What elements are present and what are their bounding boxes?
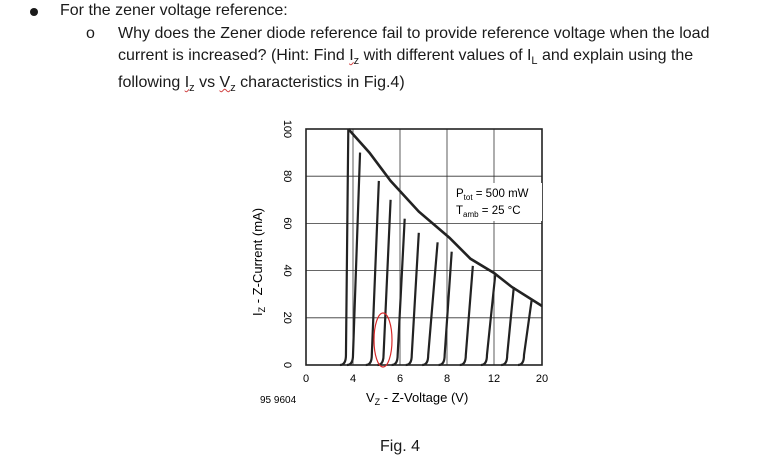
figure-caption: Fig. 4 bbox=[380, 438, 421, 455]
zener-curve bbox=[377, 199, 392, 367]
y-tick-label: 100 bbox=[281, 120, 293, 138]
zener-curve bbox=[517, 298, 533, 367]
question-text: Why does the Zener diode reference fail … bbox=[118, 23, 758, 99]
zener-curve bbox=[480, 275, 497, 367]
y-axis-label: IZ - Z-Current (mA) bbox=[250, 208, 267, 316]
zener-curve bbox=[405, 232, 420, 367]
y-tick-label: 20 bbox=[281, 312, 293, 324]
y-tick-label: 60 bbox=[281, 217, 293, 229]
zener-curve bbox=[391, 218, 406, 367]
zener-curve bbox=[459, 265, 474, 367]
x-axis-label: VZ - Z-Voltage (V) bbox=[366, 390, 468, 407]
zener-curve bbox=[501, 287, 515, 367]
question-part4: vs bbox=[194, 74, 220, 92]
question-heading: For the zener voltage reference: bbox=[60, 2, 288, 19]
sub-bullet-marker: o bbox=[86, 25, 95, 42]
zener-curve bbox=[422, 242, 439, 367]
x-tick-labels: 0 4 6 8 12 20 bbox=[303, 373, 548, 385]
zener-curves bbox=[339, 128, 533, 367]
question-part2: with different values of I bbox=[359, 47, 532, 64]
y-tick-label: 0 bbox=[281, 362, 293, 368]
figure-code: 95 9604 bbox=[260, 395, 297, 406]
zener-curve bbox=[365, 180, 380, 367]
x-tick-label: 8 bbox=[444, 373, 450, 385]
iz-symbol-2: Iz bbox=[184, 74, 195, 95]
y-tick-labels: 0 20 40 60 80 100 bbox=[281, 120, 293, 368]
question-part1: Why does the Zener diode reference fail … bbox=[118, 25, 710, 64]
vz-symbol: Vz bbox=[219, 74, 236, 95]
zener-curve bbox=[438, 251, 453, 367]
y-tick-label: 80 bbox=[281, 170, 293, 182]
il-subscript: L bbox=[531, 55, 538, 68]
zener-curve bbox=[346, 152, 362, 367]
ptot-annotation: Ptot = 500 mW bbox=[456, 188, 529, 202]
x-tick-label: 6 bbox=[397, 373, 403, 385]
iz-symbol: Iz bbox=[349, 47, 360, 68]
power-limit-curve bbox=[347, 128, 543, 308]
x-tick-label: 12 bbox=[488, 373, 500, 385]
x-tick-label: 4 bbox=[350, 373, 356, 385]
chart-grid bbox=[306, 129, 542, 365]
x-tick-label: 20 bbox=[536, 373, 548, 385]
zener-curve bbox=[339, 128, 350, 367]
tamb-annotation: Tamb = 25 °C bbox=[456, 205, 521, 219]
bullet-point bbox=[30, 8, 38, 16]
highlight-ellipse bbox=[373, 312, 393, 368]
x-tick-label: 0 bbox=[303, 373, 309, 385]
y-tick-label: 40 bbox=[281, 264, 293, 276]
question-part5: characteristics in Fig.4) bbox=[235, 74, 405, 92]
plot-frame bbox=[305, 128, 543, 366]
question-part3: and explain using the following bbox=[118, 47, 694, 92]
annotation-background bbox=[452, 183, 542, 221]
